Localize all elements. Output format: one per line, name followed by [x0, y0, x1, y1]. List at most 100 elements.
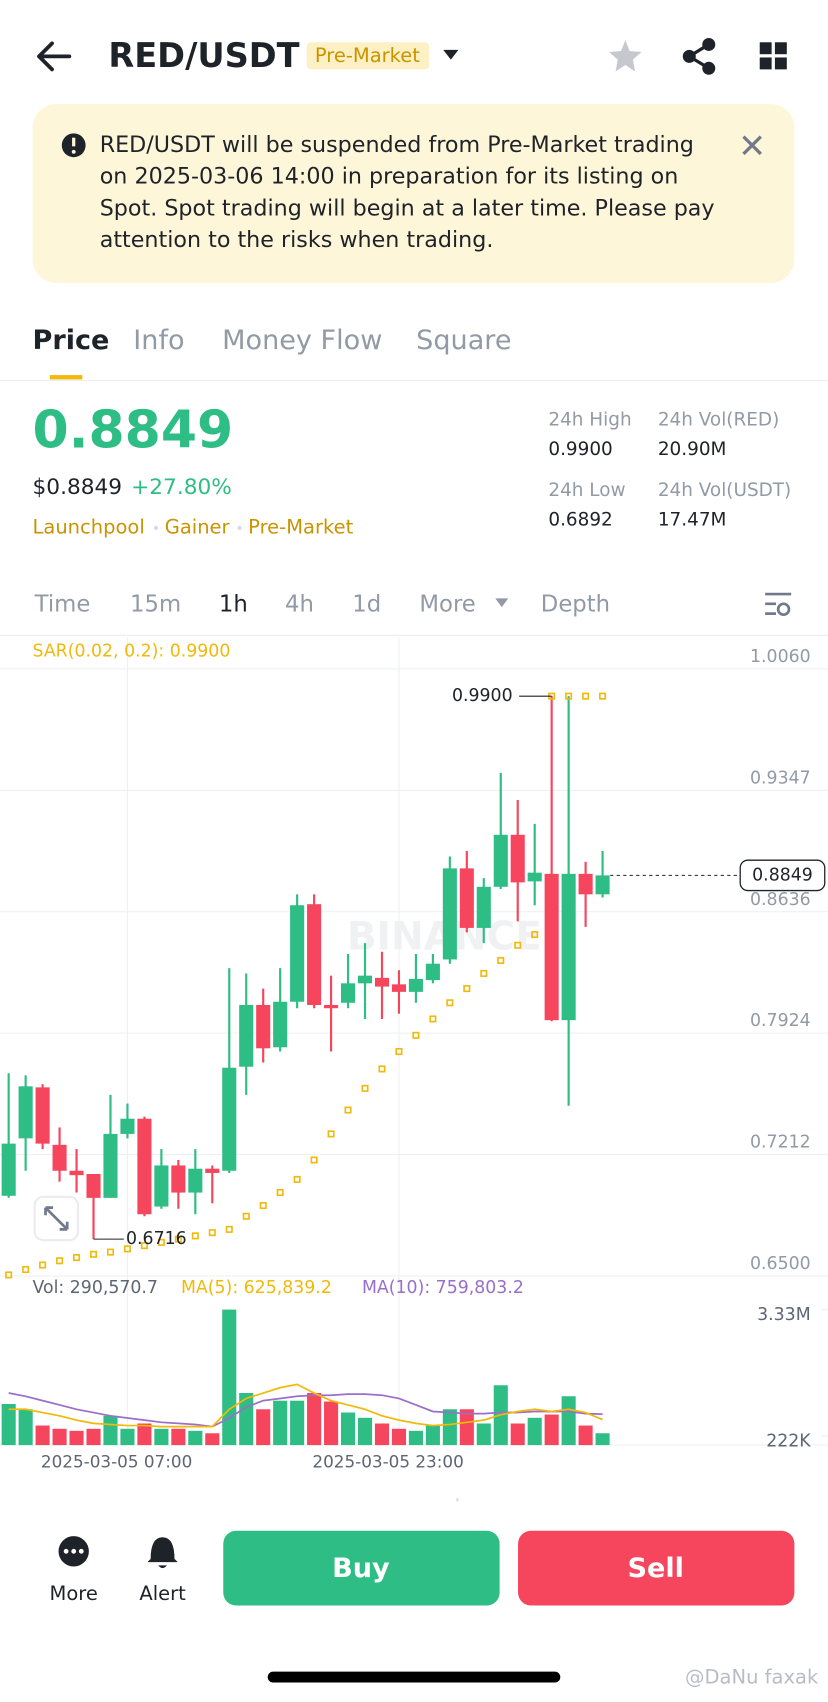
- sar-dot: [174, 1235, 182, 1243]
- notice: RED/USDT will be suspended from Pre-Mark…: [100, 132, 715, 253]
- volume-bar: [459, 1409, 474, 1446]
- volume-bar: [290, 1400, 305, 1446]
- y-tick-label: 0.8636: [750, 890, 811, 910]
- alert-label[interactable]: Alert: [139, 1582, 186, 1605]
- credit: @DaNu faxak: [685, 1666, 819, 1689]
- volume-bar: [425, 1425, 440, 1446]
- volume-bar: [307, 1392, 322, 1446]
- sar-dot: [73, 1254, 81, 1262]
- stat-label: 24h Vol(USDT): [658, 480, 791, 501]
- candle-body: [544, 873, 559, 1021]
- sar-dot: [5, 1271, 13, 1279]
- back-icon[interactable]: [37, 41, 72, 72]
- sar-dot: [191, 1232, 199, 1240]
- volume-bar: [103, 1415, 118, 1446]
- candle-body: [391, 984, 406, 992]
- candlestick-chart: BINANCE0.65000.72120.79240.86360.93471.0…: [0, 637, 828, 1471]
- change: +27.80%: [131, 475, 232, 500]
- usd-price: $0.8849: [33, 475, 123, 500]
- candle-body: [205, 1168, 220, 1173]
- volume-bar: [391, 1428, 406, 1446]
- interval[interactable]: 1d: [352, 591, 381, 617]
- sar-dot: [429, 1015, 437, 1023]
- alert-icon[interactable]: [147, 1537, 178, 1569]
- close-icon[interactable]: [742, 135, 762, 156]
- volume-bar: [374, 1423, 390, 1446]
- stat-value: 0.6892: [548, 509, 612, 530]
- candle-body: [1, 1143, 16, 1196]
- buy-label[interactable]: Buy: [332, 1553, 390, 1584]
- volume-ma5-line: [8, 1383, 603, 1428]
- volume-bar: [120, 1428, 135, 1446]
- volume-legend: Vol: 290,570.7: [33, 1278, 158, 1298]
- volume-bar: [595, 1433, 610, 1446]
- sar-dot: [599, 692, 607, 700]
- sar-dot: [412, 1031, 420, 1039]
- candle-body: [290, 905, 305, 1002]
- interval[interactable]: 1h: [219, 591, 248, 617]
- sell-button[interactable]: [518, 1530, 795, 1606]
- candle-body: [171, 1165, 186, 1193]
- sar-dot: [106, 1248, 115, 1256]
- candle-body: [239, 1004, 254, 1067]
- sar-dot: [514, 941, 522, 949]
- sar-dot: [39, 1261, 47, 1269]
- volume-legend: MA(5): 625,839.2: [181, 1278, 332, 1298]
- tags: Launchpool Gainer Pre-Market: [33, 515, 354, 538]
- last-price-box: [739, 859, 826, 892]
- stat-value: 17.47M: [658, 509, 727, 530]
- chart-settings-icon[interactable]: [765, 592, 792, 617]
- tab[interactable]: Money Flow: [222, 325, 382, 356]
- interval[interactable]: 4h: [285, 591, 314, 617]
- more-caret[interactable]: [495, 598, 509, 608]
- sar-dot: [344, 1106, 352, 1114]
- menu-icon[interactable]: [759, 42, 787, 70]
- interval[interactable]: More: [419, 591, 475, 617]
- sar-dot: [395, 1048, 403, 1056]
- sar-dot: [582, 692, 590, 700]
- candle-body: [256, 1004, 271, 1049]
- sar-dot: [123, 1245, 131, 1253]
- stats: 24h High 0.9900 24h Vol(RED) 20.90M 24h Low 0…: [548, 410, 791, 531]
- last-price: 0.8849: [33, 401, 234, 461]
- sar-dot: [310, 1156, 318, 1164]
- share-icon[interactable]: [682, 37, 716, 75]
- sar-dot: [276, 1189, 284, 1197]
- volume-bar: [171, 1428, 186, 1446]
- tab[interactable]: Info: [133, 325, 184, 356]
- tab[interactable]: Price: [33, 325, 110, 356]
- interval[interactable]: 15m: [130, 591, 181, 617]
- stat-value: 0.9900: [548, 439, 612, 460]
- volume-legend: MA(10): 759,803.2: [362, 1278, 524, 1298]
- candle-body: [408, 978, 423, 992]
- tag: Pre-Market: [248, 515, 353, 538]
- star-icon[interactable]: [609, 40, 642, 72]
- warning-icon-mark: [72, 137, 76, 147]
- sell-label[interactable]: Sell: [627, 1553, 683, 1584]
- interval[interactable]: Time: [34, 591, 91, 617]
- volume-bar: [357, 1417, 373, 1446]
- badge: Pre-Market: [315, 44, 420, 67]
- dropdown-icon[interactable]: [443, 49, 459, 60]
- expand-icon[interactable]: [33, 1195, 80, 1242]
- candle-body: [374, 977, 390, 987]
- volume-bar: [154, 1428, 169, 1446]
- volume-bar: [476, 1423, 491, 1446]
- sar-dot: [378, 1065, 386, 1073]
- more-label[interactable]: More: [50, 1582, 98, 1605]
- candle-body: [18, 1086, 33, 1139]
- candle-body: [273, 1001, 288, 1048]
- x-tick-label: 2025-03-05 23:00: [312, 1451, 463, 1471]
- candle-body: [459, 868, 474, 928]
- candle-body: [527, 872, 542, 882]
- volume-bar: [544, 1414, 559, 1446]
- volume-bar: [324, 1401, 339, 1446]
- high-label: 0.9900: [452, 686, 513, 706]
- y-tick-label: 1.0060: [750, 647, 811, 667]
- badge-bg: [306, 42, 430, 70]
- buy-button[interactable]: [223, 1530, 500, 1606]
- y-tick-label: 0.7212: [750, 1133, 811, 1153]
- interval[interactable]: Depth: [541, 591, 610, 617]
- tab[interactable]: Square: [416, 325, 511, 356]
